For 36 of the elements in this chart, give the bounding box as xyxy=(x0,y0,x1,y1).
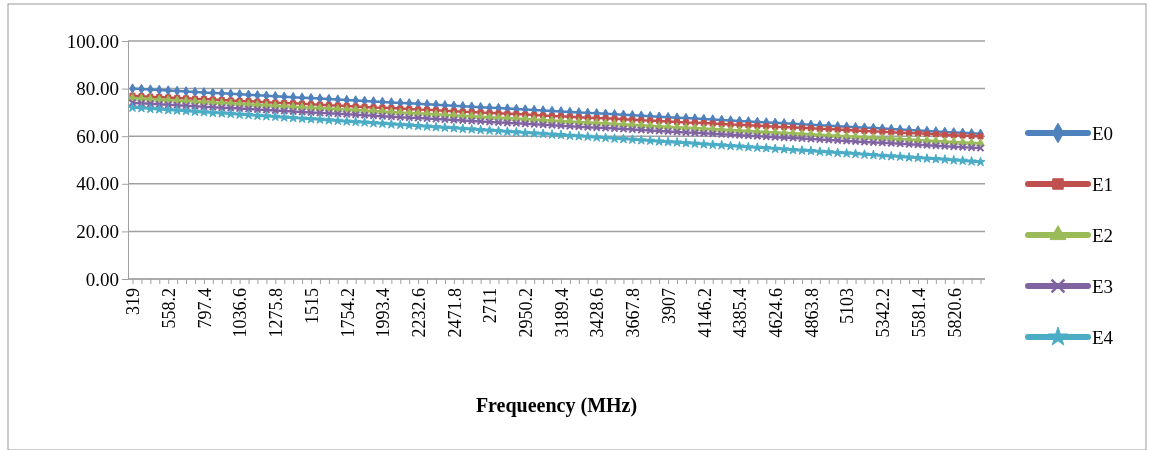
x-tick-label: 2711 xyxy=(480,288,501,324)
x-tick-label: 1754.2 xyxy=(337,288,358,338)
x-tick-label: 3189.4 xyxy=(551,288,572,338)
x-tick-label: 5342.2 xyxy=(873,288,894,338)
x-tick-label: 4385.4 xyxy=(730,288,751,338)
x-tick-label: 3907 xyxy=(658,288,679,324)
x-tick-label: 5581.4 xyxy=(908,288,929,338)
x-tick-label: 319 xyxy=(123,288,144,315)
legend-label: E2 xyxy=(1092,224,1114,246)
legend-label: E1 xyxy=(1092,173,1114,195)
x-tick-label: 558.2 xyxy=(159,288,180,329)
x-tick-label: 1515 xyxy=(301,288,322,324)
legend-label: E3 xyxy=(1092,275,1114,297)
y-tick-label: 60.00 xyxy=(76,125,119,147)
y-tick-label: 40.00 xyxy=(76,173,119,195)
x-tick-label: 4624.6 xyxy=(765,288,786,338)
x-axis-title: Frequeency (MHz) xyxy=(475,394,638,417)
x-tick-label: 1993.4 xyxy=(373,288,394,338)
x-tick-label: 5820.6 xyxy=(944,288,965,338)
y-tick-label: 0.00 xyxy=(85,268,119,290)
legend-label: E0 xyxy=(1092,122,1114,144)
y-tick-label: 80.00 xyxy=(76,78,119,100)
x-tick-label: 2950.2 xyxy=(516,288,537,338)
y-tick-label: 100.00 xyxy=(66,30,119,52)
legend-label: E4 xyxy=(1092,326,1114,348)
x-tick-label: 4863.8 xyxy=(801,288,822,338)
x-tick-label: 4146.2 xyxy=(694,288,715,338)
x-tick-label: 3428.6 xyxy=(587,288,608,338)
y-tick-label: 20.00 xyxy=(76,220,119,242)
x-tick-label: 797.4 xyxy=(194,288,215,329)
x-tick-label: 1036.6 xyxy=(230,288,251,338)
x-tick-label: 3667.8 xyxy=(623,288,644,338)
x-tick-label: 5103 xyxy=(837,288,858,324)
x-tick-label: 2232.6 xyxy=(408,288,429,338)
x-tick-label: 2471.8 xyxy=(444,288,465,338)
x-tick-label: 1275.8 xyxy=(266,288,287,338)
